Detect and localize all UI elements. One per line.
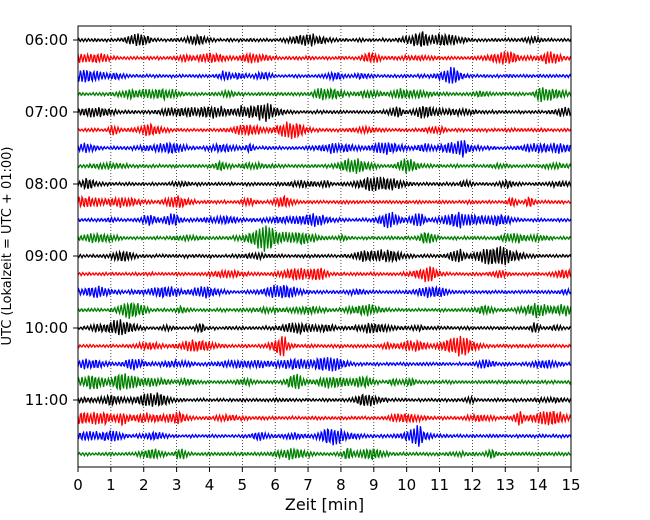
x-axis-ticks: 0 1 2 3 4 5 6 7 8 9 10 11 12 13 14 15 — [73, 467, 581, 494]
trace-line — [77, 392, 572, 408]
trace-line — [77, 425, 572, 447]
x-tick-label: 10 — [397, 476, 416, 494]
x-tick-label: 14 — [529, 476, 548, 494]
x-tick-label: 12 — [463, 476, 482, 494]
x-axis-label: Zeit [min] — [285, 495, 364, 514]
x-tick-label: 7 — [303, 476, 313, 494]
trace-line — [77, 335, 572, 357]
x-tick-label: 2 — [139, 476, 149, 494]
y-axis-ticks: 06:00 07:00 08:00 09:00 10:00 11:00 — [25, 31, 78, 409]
trace-line — [77, 87, 572, 103]
trace-line — [77, 211, 572, 229]
trace-line — [77, 284, 572, 300]
trace-line — [77, 31, 572, 47]
y-tick-label: 07:00 — [25, 103, 68, 121]
trace-line — [77, 140, 572, 158]
seismogram-traces — [77, 31, 572, 461]
trace-line — [77, 246, 572, 266]
x-tick-label: 9 — [369, 476, 379, 494]
trace-line — [77, 194, 572, 209]
x-tick-label: 6 — [270, 476, 280, 494]
x-tick-label: 0 — [73, 476, 83, 494]
trace-line — [77, 121, 572, 140]
plot-frame — [77, 25, 572, 468]
trace-line — [77, 409, 572, 427]
y-tick-label: 08:00 — [25, 175, 68, 193]
x-tick-label: 3 — [172, 476, 182, 494]
x-tick-label: 1 — [106, 476, 116, 494]
trace-line — [77, 447, 571, 461]
trace-line — [77, 373, 572, 391]
x-tick-label: 11 — [430, 476, 449, 494]
trace-line — [77, 225, 572, 252]
x-tick-label: 4 — [205, 476, 215, 494]
y-tick-label: 06:00 — [25, 31, 68, 49]
x-tick-label: 8 — [336, 476, 346, 494]
trace-line — [77, 356, 571, 372]
y-tick-label: 10:00 — [25, 319, 68, 337]
trace-line — [77, 103, 572, 122]
y-axis-label: UTC (Lokalzeit = UTC + 01:00) — [0, 147, 15, 346]
trace-line — [77, 158, 572, 174]
y-tick-label: 09:00 — [25, 247, 68, 265]
trace-line — [77, 51, 572, 65]
y-tick-label: 11:00 — [25, 391, 68, 409]
x-tick-label: 13 — [496, 476, 515, 494]
trace-line — [77, 66, 572, 84]
trace-line — [77, 301, 572, 319]
x-tick-label: 15 — [561, 476, 580, 494]
trace-line — [77, 266, 572, 283]
x-tick-label: 5 — [238, 476, 248, 494]
trace-line — [77, 319, 572, 336]
trace-line — [77, 176, 572, 192]
